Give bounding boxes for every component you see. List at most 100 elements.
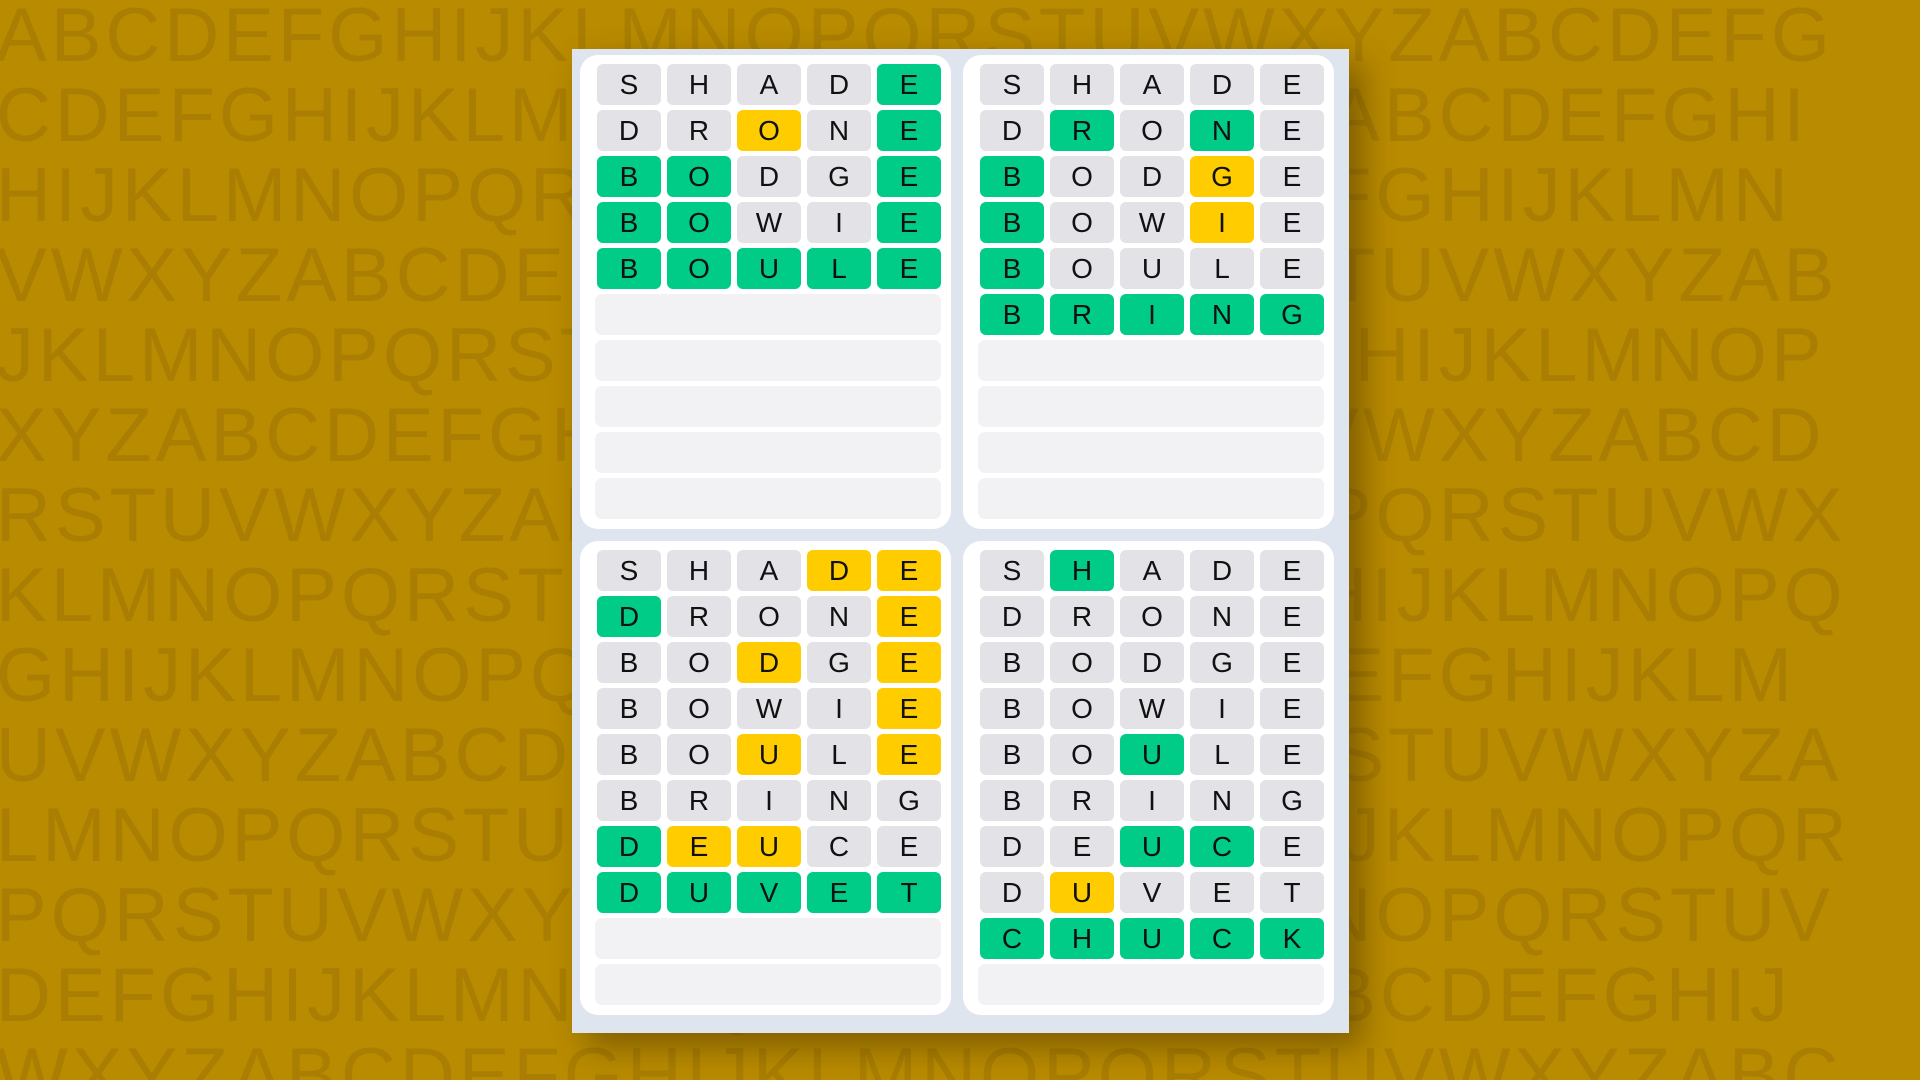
empty-row <box>978 432 1334 473</box>
empty-row-bar <box>595 432 941 473</box>
tile-absent: R <box>1050 596 1114 637</box>
tile-absent: O <box>1050 248 1114 289</box>
tile-absent: B <box>980 688 1044 729</box>
tile-correct: C <box>980 918 1044 959</box>
tile-absent: D <box>1120 642 1184 683</box>
tile-absent: O <box>1050 734 1114 775</box>
tile-absent: I <box>807 688 871 729</box>
background-letter-row: WXYZABCDEFGHIJKLMNOPQRSTUVWXYZABC <box>0 1033 1843 1080</box>
empty-row-bar <box>978 432 1324 473</box>
tile-absent: O <box>1050 688 1114 729</box>
tile-absent: D <box>597 110 661 151</box>
tile-present: E <box>667 826 731 867</box>
tile-absent: L <box>1190 248 1254 289</box>
tile-correct: B <box>597 156 661 197</box>
tile-absent: E <box>1260 734 1324 775</box>
tile-absent: E <box>877 826 941 867</box>
tile-absent: N <box>1190 596 1254 637</box>
tile-correct: C <box>1190 918 1254 959</box>
empty-row <box>595 432 951 473</box>
empty-row-bar <box>595 386 941 427</box>
tile-absent: D <box>1120 156 1184 197</box>
empty-row-bar <box>595 918 941 959</box>
tile-absent: B <box>980 734 1044 775</box>
tile-absent: E <box>1260 826 1324 867</box>
tile-correct: U <box>667 872 731 913</box>
tile-correct: L <box>807 248 871 289</box>
empty-row <box>595 964 951 1005</box>
tile-absent: I <box>1120 780 1184 821</box>
tile-present: I <box>1190 202 1254 243</box>
tile-absent: L <box>1190 734 1254 775</box>
tile-absent: E <box>1190 872 1254 913</box>
tile-absent: N <box>1190 780 1254 821</box>
tile-absent: B <box>980 642 1044 683</box>
tile-absent: N <box>807 110 871 151</box>
tile-present: D <box>737 642 801 683</box>
tile-correct: B <box>980 294 1044 335</box>
tile-correct: H <box>1050 918 1114 959</box>
empty-row-bar <box>978 386 1324 427</box>
tile-absent: B <box>597 780 661 821</box>
tile-correct: U <box>737 248 801 289</box>
empty-row-bar <box>978 964 1324 1005</box>
tile-present: D <box>807 550 871 591</box>
tile-correct: B <box>980 248 1044 289</box>
tile-present: U <box>1050 872 1114 913</box>
tile-correct: D <box>597 872 661 913</box>
tile-absent: D <box>807 64 871 105</box>
tile-correct: D <box>597 596 661 637</box>
tile-absent: E <box>1260 110 1324 151</box>
tile-absent: W <box>1120 688 1184 729</box>
tile-absent: A <box>1120 550 1184 591</box>
tile-absent: A <box>1120 64 1184 105</box>
tile-present: U <box>737 734 801 775</box>
tile-correct: H <box>1050 550 1114 591</box>
tile-absent: H <box>1050 64 1114 105</box>
tile-absent: S <box>980 550 1044 591</box>
tile-absent: G <box>1260 780 1324 821</box>
tile-absent: R <box>667 110 731 151</box>
tile-absent: D <box>980 872 1044 913</box>
tile-absent: E <box>1260 64 1324 105</box>
tile-correct: G <box>1260 294 1324 335</box>
tile-absent: S <box>980 64 1044 105</box>
tile-correct: T <box>877 872 941 913</box>
tile-present: E <box>877 642 941 683</box>
tile-absent: R <box>667 780 731 821</box>
tile-correct: R <box>1050 294 1114 335</box>
tile-absent: I <box>1190 688 1254 729</box>
tile-absent: B <box>980 780 1044 821</box>
tile-absent: W <box>737 688 801 729</box>
tile-absent: B <box>597 642 661 683</box>
tile-absent: N <box>807 596 871 637</box>
empty-row-bar <box>978 340 1324 381</box>
tile-absent: T <box>1260 872 1324 913</box>
tile-correct: B <box>597 202 661 243</box>
tile-absent: W <box>1120 202 1184 243</box>
tile-absent: O <box>737 596 801 637</box>
tile-correct: E <box>877 156 941 197</box>
tile-absent: O <box>667 734 731 775</box>
tile-correct: K <box>1260 918 1324 959</box>
tile-absent: B <box>597 734 661 775</box>
empty-row <box>595 340 951 381</box>
empty-row-bar <box>595 964 941 1005</box>
tile-absent: O <box>667 688 731 729</box>
tile-correct: O <box>667 248 731 289</box>
tile-absent: E <box>1260 688 1324 729</box>
